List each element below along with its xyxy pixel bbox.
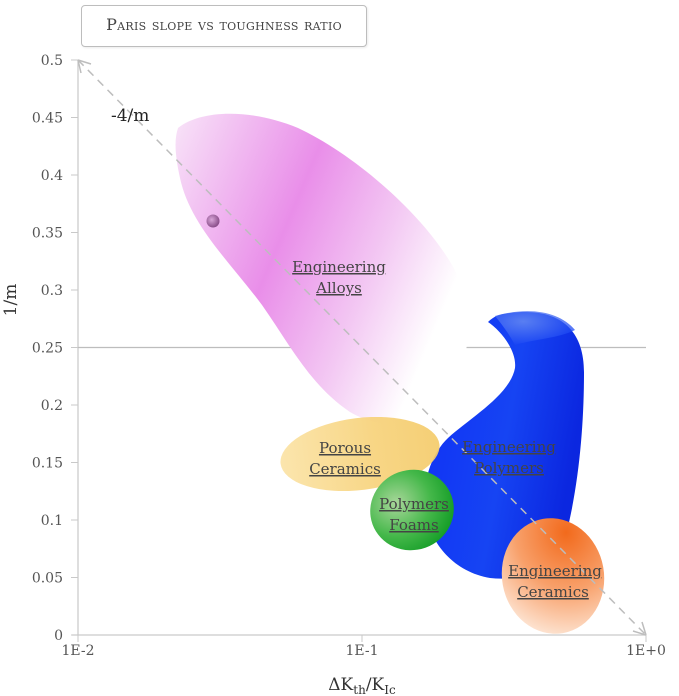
- y-tick-label: 0.05: [32, 571, 63, 587]
- region-label-line: Porous: [319, 439, 371, 457]
- region-engineering-polymers: [424, 312, 584, 579]
- label-porous-ceramics: Porous Ceramics: [309, 439, 381, 478]
- region-label-line: Alloys: [315, 279, 362, 297]
- region-label-line: Engineering: [462, 438, 556, 456]
- region-polymers-foams: [370, 469, 454, 551]
- y-tick-label: 0: [54, 628, 63, 644]
- region-label-line: Polymers: [474, 459, 544, 477]
- y-tick-label: 0.25: [32, 341, 63, 357]
- slope-annotation: -4/m: [111, 106, 149, 126]
- region-label-line: Ceramics: [309, 460, 381, 478]
- x-axis-label-mid: /K: [366, 675, 385, 695]
- region-engineering-polymers-highlight: [495, 311, 575, 345]
- x-axis-label-base: ΔK: [328, 675, 353, 695]
- x-tick-label: 1E-2: [61, 643, 94, 659]
- region-label-line: Polymers: [379, 495, 449, 513]
- y-tick-label: 0.1: [41, 513, 63, 529]
- y-tick-label: 0.3: [41, 283, 63, 299]
- slope-arrowhead-bottom: [632, 621, 647, 636]
- y-tick-label: 0.45: [32, 111, 63, 127]
- label-engineering-ceramics: Engineering Ceramics: [508, 562, 602, 601]
- alloys-marker-dot: [206, 214, 220, 228]
- x-axis-label: ΔKth/KIc: [328, 675, 396, 696]
- label-engineering-polymers: Engineering Polymers: [462, 438, 556, 477]
- region-label-line: Foams: [389, 516, 438, 534]
- label-engineering-alloys: Engineering Alloys: [292, 258, 386, 297]
- region-label-line: Engineering: [508, 562, 602, 580]
- y-tick-label: 0.5: [41, 53, 63, 69]
- chart-title-box: Paris slope vs toughness ratio: [81, 5, 367, 47]
- x-ticks: 1E-2 1E-1 1E+0: [61, 635, 666, 659]
- y-tick-label: 0.2: [41, 398, 63, 414]
- region-label-line: Ceramics: [517, 583, 589, 601]
- label-polymers-foams: Polymers Foams: [379, 495, 449, 534]
- y-tick-label: 0.15: [32, 456, 63, 472]
- x-tick-label: 1E-1: [345, 643, 378, 659]
- region-label-line: Engineering: [292, 258, 386, 276]
- y-tick-label: 0.4: [41, 168, 63, 184]
- y-ticks: 0 0.05 0.1 0.15 0.2 0.25 0.3 0.35 0.4 0.45 0.5: [32, 53, 78, 644]
- region-engineering-ceramics: [501, 518, 605, 634]
- chart-title: Paris slope vs toughness ratio: [106, 15, 342, 34]
- x-axis-label-sub2: Ic: [384, 683, 396, 696]
- slope-arrowhead-top: [77, 59, 92, 74]
- x-tick-label: 1E+0: [626, 643, 666, 659]
- slope-reference-line: [77, 59, 647, 636]
- region-engineering-alloys: [175, 113, 468, 425]
- y-axis-label: 1/m: [1, 284, 21, 317]
- y-tick-label: 0.35: [32, 226, 63, 242]
- x-axis-label-sub1: th: [353, 683, 366, 696]
